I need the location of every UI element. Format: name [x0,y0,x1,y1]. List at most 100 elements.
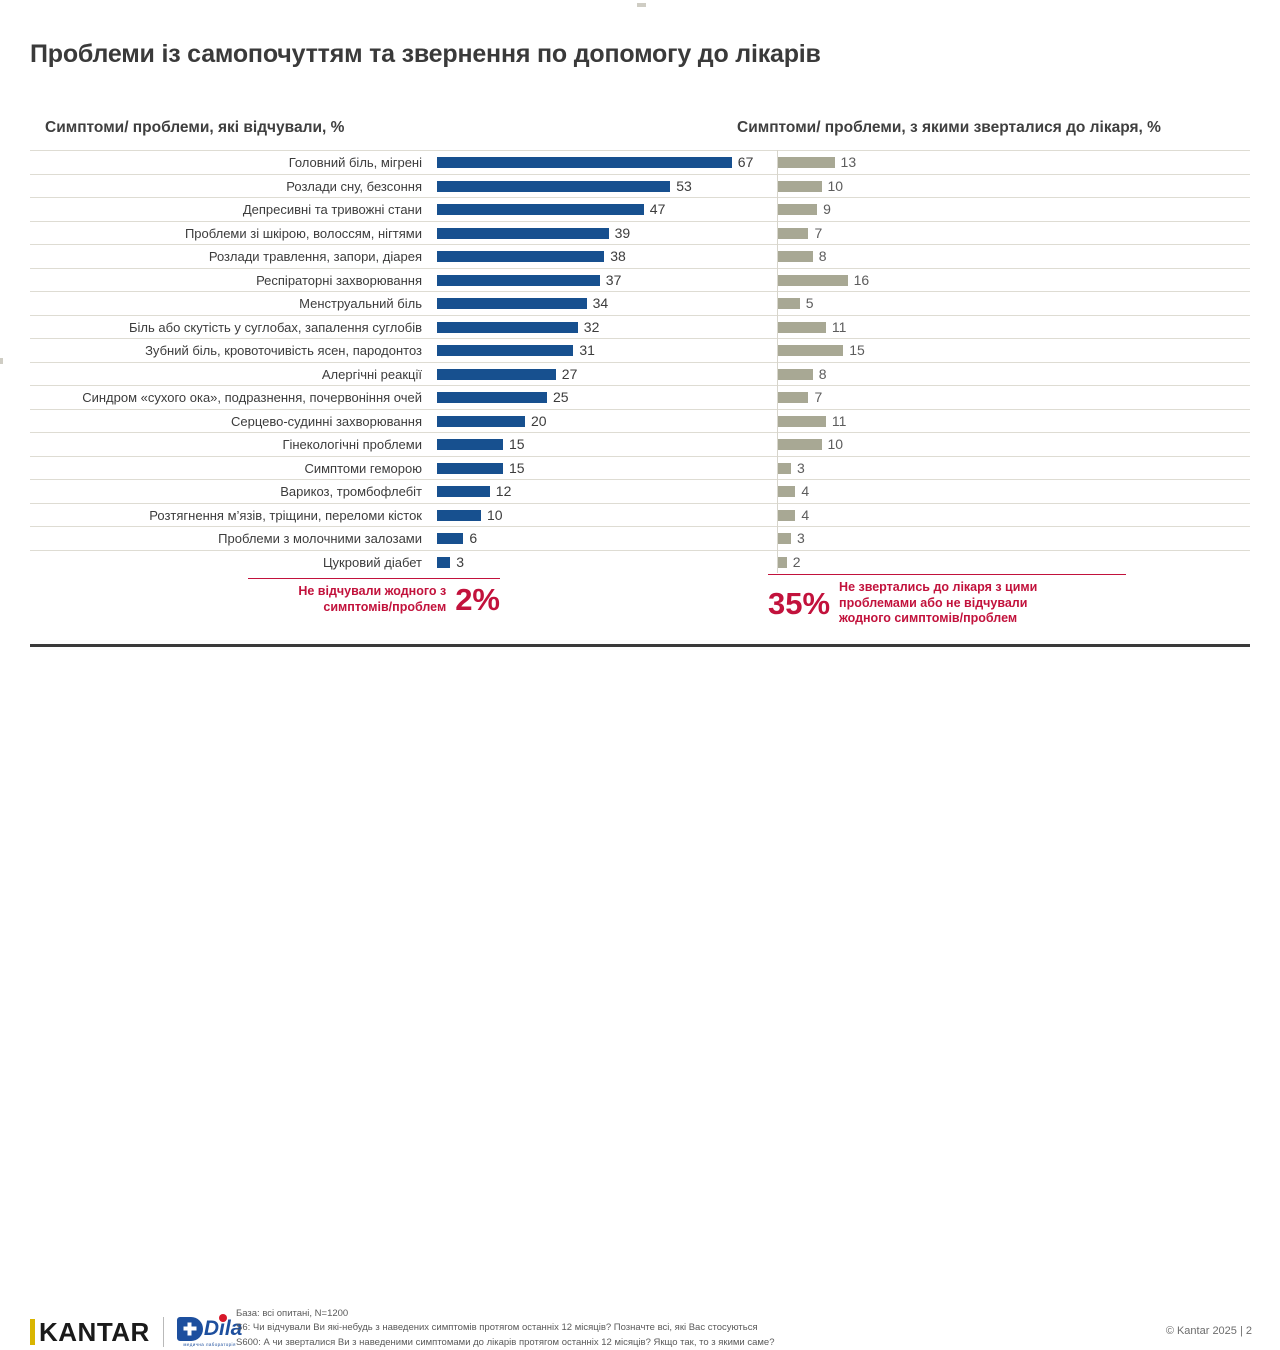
footnote-s6: S6: Чи відчували Ви які-небудь з наведен… [236,1322,758,1334]
bar-consulted-doctor [778,298,800,309]
bar-consulted-doctor [778,462,792,474]
bar-consulted-doctor [778,274,848,286]
bar-left-group: 37 [437,269,767,293]
chart-row: Серцево-судинні захворювання 20 11 [30,408,1250,434]
scan-artifact-top [637,3,646,7]
medical-cross-icon [183,1322,197,1336]
bar-experienced [437,157,732,168]
bar-value-consulted-doctor: 10 [827,436,844,452]
category-label: Менструальний біль [299,296,422,311]
category-label: Розлади сну, безсоння [286,178,422,194]
bar-consulted-doctor [778,556,787,568]
bar-right-group: 13 [778,151,1118,175]
bar-right-group: 8 [778,245,1118,269]
chart-row: Алергічні реакції 27 8 [30,361,1250,387]
chart-row: Розтягнення м’язів, тріщини, переломи кі… [30,502,1250,528]
category-label: Розлади травлення, запори, діарея [208,249,422,264]
category-label: Розтягнення м’язів, тріщини, переломи кі… [149,507,422,523]
gridline-mask [1130,268,1250,291]
footer: KANTAR Dila медична лабораторія База: вс… [0,650,1280,1348]
chart-row: Депресивні та тривожні стани 47 9 [30,197,1250,221]
callout-left-value: 2% [455,582,500,618]
scan-artifact-left-a [0,358,3,364]
bar-experienced [437,274,600,286]
bar-experienced [437,509,481,521]
callout-right-line3: жодного симптомів/проблем [839,611,1018,626]
category-label: Зубний біль, кровоточивість ясен, пародо… [145,343,422,358]
bar-experienced [437,227,609,239]
bar-left-group: 10 [437,504,767,528]
gridline-mask [1130,339,1250,362]
bar-left-group: 20 [437,410,767,434]
bar-value-consulted-doctor: 16 [853,271,870,288]
chart-row: Головний біль, мігрені 67 13 [30,150,1250,174]
bar-consulted-doctor [778,439,822,450]
kantar-logo: KANTAR [30,1319,150,1345]
bar-consulted-doctor [778,509,796,521]
callout-right-line1: Не звертались до лікаря з цими [839,580,1038,594]
chart-row: Біль або скутість у суглобах, запалення … [30,314,1250,340]
bar-left-group: 27 [437,363,767,387]
bar-right-group: 5 [778,292,1118,316]
bar-value-experienced: 47 [649,201,666,217]
bar-value-experienced: 3 [456,553,464,570]
bar-consulted-doctor [778,157,835,168]
chart-row: Проблеми з молочними залозами 6 3 [30,526,1250,550]
bar-value-consulted-doctor: 8 [818,365,827,382]
bar-value-experienced: 53 [676,177,692,194]
callout-right-line2: проблемами або не відчували [839,595,1028,610]
bar-left-group: 15 [437,433,767,457]
bar-value-consulted-doctor: 10 [827,177,844,194]
bar-value-experienced: 20 [531,412,547,429]
callout-left-line1: Не відчували жодного з [298,584,447,598]
bar-consulted-doctor [778,368,813,380]
gridline-mask [1130,221,1250,244]
dila-d-shape [176,1316,203,1341]
bar-value-experienced: 31 [579,342,595,358]
bar-experienced [437,345,574,356]
chart-row: Цукровий діабет 3 2 [30,549,1250,573]
bar-left-group: 12 [437,480,767,504]
category-label: Депресивні та тривожні стани [242,202,422,217]
bar-value-experienced: 15 [509,459,525,476]
category-label: Варикоз, тромбофлебіт [280,484,422,499]
bar-experienced [437,251,605,262]
footer-divider [30,644,1250,647]
category-label: Головний біль, мігрені [288,155,422,170]
category-label: Біль або скутість у суглобах, запалення … [129,319,422,335]
bar-value-consulted-doctor: 8 [818,248,827,264]
gridline-mask [1130,198,1250,221]
logo-divider [162,1317,164,1347]
bar-chart: Головний біль, мігрені 67 13 Розлади сну, б… [30,150,1250,573]
dila-tagline: медична лабораторія [183,1341,236,1347]
bar-experienced [437,439,503,450]
gridline-mask [1130,245,1250,268]
category-label: Алергічні реакції [321,366,422,382]
bar-consulted-doctor [778,392,809,403]
chart-row: Зубний біль, кровоточивість ясен, пародо… [30,338,1250,362]
gridline-mask [1130,480,1250,503]
bar-experienced [437,180,671,192]
bar-value-consulted-doctor: 7 [814,224,823,241]
dila-logo: Dila медична лабораторія [176,1313,242,1348]
bar-consulted-doctor [778,180,822,192]
bar-consulted-doctor [778,251,813,262]
category-label: Проблеми зі шкірою, волоссям, нігтями [184,225,422,241]
bar-value-experienced: 27 [561,365,578,382]
bar-value-consulted-doctor: 4 [801,483,810,499]
bar-right-group: 15 [778,339,1118,363]
callout-right-value: 35% [768,585,831,621]
bar-left-group: 15 [437,457,767,481]
callout-left-line2: симптомів/проблем [323,599,447,614]
category-label: Гінекологічні проблеми [282,437,422,452]
bar-experienced [437,462,503,474]
callout-right-text: Не звертались до лікаря з цими проблемам… [830,580,1037,627]
chart-row: Синдром «сухого ока», подразнення, почер… [30,385,1250,409]
category-label: Синдром «сухого ока», подразнення, почер… [82,390,422,405]
bar-consulted-doctor [778,227,809,239]
callout-no-symptoms: Не відчували жодного з симптомів/проблем… [248,578,500,615]
bar-right-group: 11 [778,316,1118,340]
chart-row: Проблеми зі шкірою, волоссям, нігтями 39 7 [30,220,1250,244]
bar-value-experienced: 38 [610,248,626,264]
bar-value-consulted-doctor: 5 [805,295,814,311]
